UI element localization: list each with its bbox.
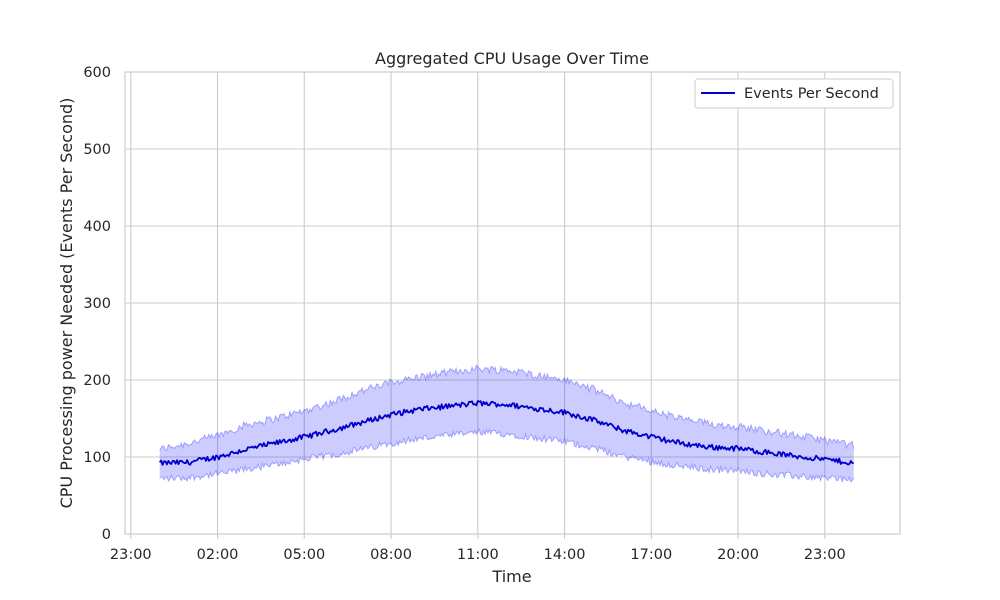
y-tick-labels: 0 100 200 300 400 500 600 <box>83 65 111 543</box>
series-lines <box>158 400 854 466</box>
y-tick-label: 100 <box>83 450 111 466</box>
x-tick-label: 23:00 <box>804 547 846 563</box>
x-tick-label: 02:00 <box>197 547 239 563</box>
legend: Events Per Second <box>694 78 894 109</box>
chart-title: Aggregated CPU Usage Over Time <box>375 49 649 68</box>
band-upper-edge <box>159 364 855 452</box>
plot-frame <box>124 71 901 535</box>
x-tick-label: 17:00 <box>630 547 672 563</box>
x-tick-labels: 23:00 02:00 05:00 08:00 11:00 14:00 17:00 20:00… <box>110 547 846 563</box>
y-axis-title: CPU Processing power Needed (Events Per … <box>57 98 76 509</box>
legend-label-events-per-second: Events Per Second <box>744 86 879 102</box>
x-tick-label: 08:00 <box>370 547 412 563</box>
x-tick-label: 14:00 <box>544 547 586 563</box>
band-lower-edge <box>159 427 855 484</box>
y-tick-label: 500 <box>83 142 111 158</box>
series-line-events-per-second <box>158 400 854 466</box>
y-tick-label: 300 <box>83 296 111 312</box>
legend-box <box>694 78 894 109</box>
y-tick-label: 400 <box>83 219 111 235</box>
band-fill <box>159 365 854 482</box>
x-tick-label: 05:00 <box>283 547 325 563</box>
x-tick-label: 23:00 <box>110 547 152 563</box>
x-axis-title: Time <box>491 567 531 586</box>
x-tick-label: 11:00 <box>457 547 499 563</box>
confidence-band <box>159 364 855 484</box>
x-tick-label: 20:00 <box>717 547 759 563</box>
y-tick-label: 0 <box>102 527 111 543</box>
y-tick-label: 200 <box>83 373 111 389</box>
y-tick-label: 600 <box>83 65 111 81</box>
